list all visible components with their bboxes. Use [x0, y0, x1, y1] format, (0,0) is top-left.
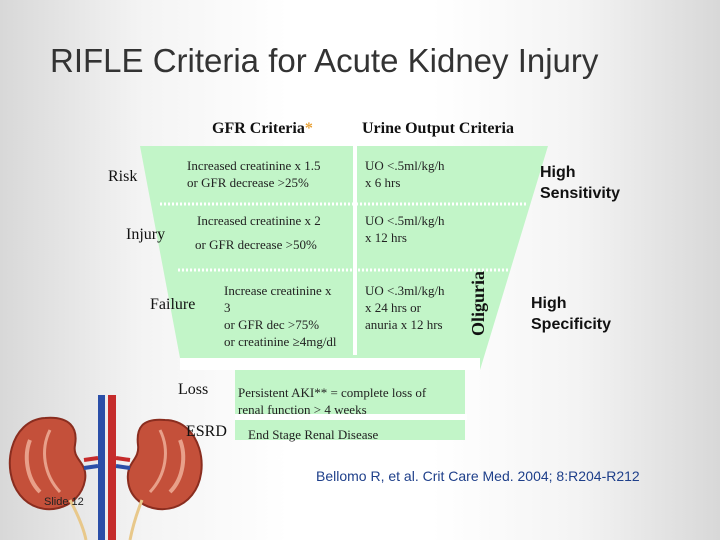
gfr-risk-line: or GFR decrease >25%	[187, 175, 309, 190]
oliguria-label: Oliguria	[468, 270, 488, 336]
urine-criteria-header: Urine Output Criteria	[362, 120, 514, 137]
stage-loss: Loss	[178, 381, 209, 398]
citation: Bellomo R, et al. Crit Care Med. 2004; 8…	[316, 468, 640, 484]
stage-esrd: ESRD	[186, 423, 227, 440]
gfr-failure-line: Increase creatinine x	[224, 283, 332, 298]
gfr-footnote-marker: *	[304, 120, 313, 137]
gfr-injury-line: or GFR decrease >50%	[195, 237, 317, 252]
esrd-description: End Stage Renal Disease	[248, 427, 379, 442]
divider-failure-loss	[180, 358, 480, 370]
loss-description: Persistent AKI** = complete loss of rena…	[238, 384, 426, 418]
specificity-line: High	[531, 295, 567, 312]
gfr-risk-line: Increased creatinine x 1.5	[187, 158, 321, 173]
stage-failure: Failure	[150, 296, 196, 313]
gfr-failure-cell: Increase creatinine x 3 or GFR dec >75% …	[224, 282, 337, 350]
gfr-failure-line: or GFR dec >75%	[224, 317, 320, 332]
stage-injury: Injury	[126, 226, 166, 243]
kidney-illustration	[8, 395, 203, 540]
high-specificity-label: High Specificity	[531, 293, 611, 335]
gfr-injury-line: Increased creatinine x 2	[197, 213, 321, 228]
slide-number: Slide 12	[44, 496, 84, 508]
gfr-failure-line: 3	[224, 300, 231, 315]
loss-line: Persistent AKI** = complete loss of	[238, 385, 427, 400]
gfr-criteria-header: GFR Criteria*	[212, 120, 313, 138]
sensitivity-line: Sensitivity	[540, 185, 621, 202]
urine-failure-line: anuria x 12 hrs	[365, 317, 443, 332]
divider-loss-esrd	[235, 414, 467, 420]
aorta	[98, 395, 105, 540]
urine-failure-line: x 24 hrs or	[365, 300, 421, 315]
urine-failure-line: UO <.3ml/kg/h	[365, 283, 445, 298]
sensitivity-line: High	[540, 164, 576, 181]
page-title: RIFLE Criteria for Acute Kidney Injury	[50, 42, 599, 79]
urine-failure-cell: UO <.3ml/kg/h x 24 hrs or anuria x 12 hr…	[365, 282, 445, 333]
urine-risk-line: x 6 hrs	[365, 175, 401, 190]
urine-injury-cell: UO <.5ml/kg/h x 12 hrs	[365, 212, 445, 246]
watermark: www.slides	[275, 448, 355, 465]
urine-injury-line: UO <.5ml/kg/h	[365, 213, 445, 228]
loss-line: renal function > 4 weeks	[238, 402, 367, 417]
urine-risk-cell: UO <.5ml/kg/h x 6 hrs	[365, 157, 445, 191]
high-sensitivity-label: High Sensitivity	[540, 162, 620, 204]
vena-cava	[108, 395, 116, 540]
urine-risk-line: UO <.5ml/kg/h	[365, 158, 445, 173]
urine-injury-line: x 12 hrs	[365, 230, 407, 245]
gfr-failure-line: or creatinine ≥4mg/dl	[224, 334, 337, 349]
gfr-header-text: GFR Criteria	[212, 120, 305, 137]
stage-risk: Risk	[108, 168, 138, 185]
gfr-risk-cell: Increased creatinine x 1.5 or GFR decrea…	[187, 157, 321, 191]
specificity-line: Specificity	[531, 316, 612, 333]
